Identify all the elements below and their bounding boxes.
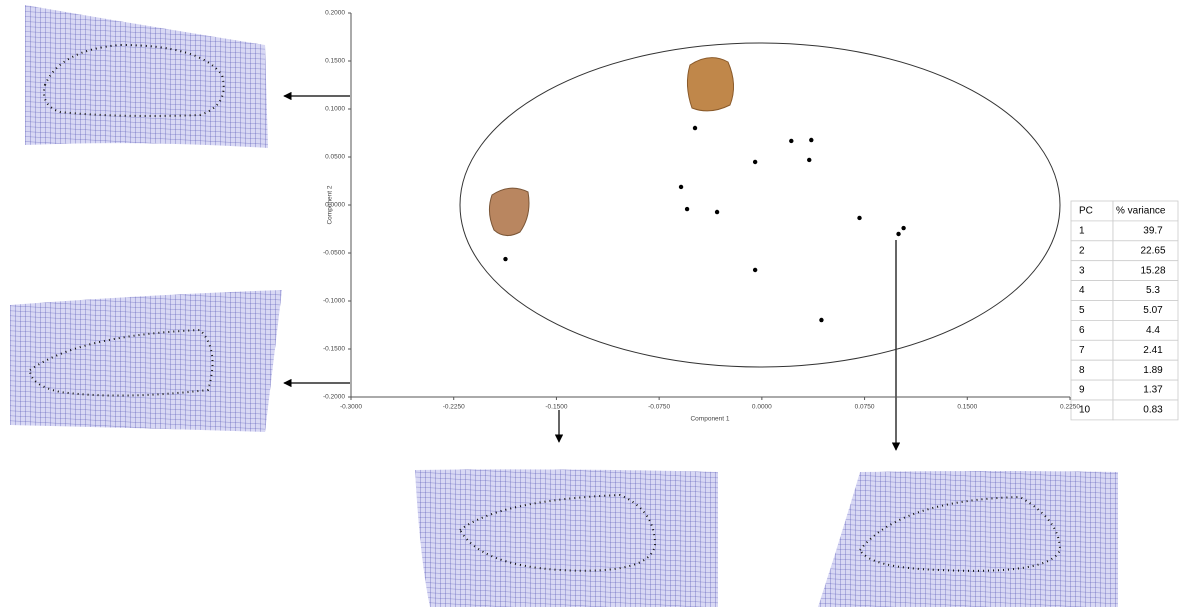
table-value: 22.65 bbox=[1140, 245, 1165, 256]
table-value: 3 bbox=[1079, 265, 1085, 276]
point bbox=[752, 159, 758, 165]
y-axis-label: Component 2 bbox=[327, 185, 334, 224]
specimen-image bbox=[686, 57, 734, 112]
table-value: 2.41 bbox=[1143, 345, 1163, 356]
x-tick-label: 0.0000 bbox=[752, 404, 772, 411]
table-value: 0.83 bbox=[1143, 405, 1163, 416]
table-cell bbox=[1070, 260, 1114, 282]
table-header: % variance bbox=[1116, 206, 1166, 217]
table-cell bbox=[1070, 339, 1114, 361]
variance-table: PC % variance 1 39.7 2 22.65 3 15.28 4 5.3 5 5.07 6 4… bbox=[1070, 200, 1179, 421]
table-value: 39.7 bbox=[1143, 225, 1163, 236]
table-cell bbox=[1070, 220, 1114, 242]
specimen-image bbox=[488, 187, 530, 236]
point bbox=[503, 256, 508, 262]
point bbox=[857, 215, 862, 221]
table-value: 2 bbox=[1079, 245, 1085, 256]
point bbox=[819, 317, 824, 323]
y-tick-label: 0.1500 bbox=[325, 58, 345, 65]
table-value: 15.28 bbox=[1140, 265, 1165, 276]
point bbox=[809, 137, 814, 143]
table-value: 6 bbox=[1079, 325, 1085, 336]
y-tick-label: 0.0000 bbox=[325, 202, 345, 209]
table-value: 5 bbox=[1079, 305, 1085, 316]
point bbox=[678, 184, 684, 190]
y-tick-label: 0.1000 bbox=[325, 106, 345, 113]
table-cell bbox=[1070, 240, 1114, 262]
deformation-grid bbox=[25, 5, 268, 148]
table-value: 5.3 bbox=[1146, 285, 1160, 296]
table-value: 1.37 bbox=[1143, 385, 1163, 396]
table-header: PC bbox=[1079, 206, 1093, 217]
y-tick-label: -0.1000 bbox=[323, 298, 345, 305]
x-tick-label: -0.0750 bbox=[648, 404, 670, 411]
y-tick-label: -0.2000 bbox=[323, 394, 345, 401]
table-value: 10 bbox=[1079, 405, 1091, 416]
point bbox=[896, 231, 901, 237]
arrows bbox=[283, 91, 901, 451]
point bbox=[752, 267, 758, 273]
point bbox=[692, 125, 698, 131]
x-tick-label: -0.1500 bbox=[545, 404, 567, 411]
point bbox=[789, 138, 794, 144]
table-cell bbox=[1070, 319, 1114, 341]
table-cell bbox=[1070, 379, 1114, 401]
x-tick-label: 0.0750 bbox=[855, 404, 875, 411]
x-tick-label: 0.2250 bbox=[1060, 404, 1080, 411]
table-value: 7 bbox=[1079, 345, 1085, 356]
table-cell bbox=[1070, 300, 1114, 321]
table-value: 4.4 bbox=[1146, 325, 1160, 336]
point bbox=[807, 157, 812, 163]
x-tick-label: 0.1500 bbox=[957, 404, 977, 411]
table-value: 9 bbox=[1079, 385, 1085, 396]
point bbox=[901, 225, 906, 231]
x-axis-label: Component 1 bbox=[690, 416, 729, 423]
table-value: 4 bbox=[1079, 285, 1085, 296]
x-tick-label: -0.3000 bbox=[340, 404, 362, 411]
deformation-grid bbox=[415, 469, 718, 607]
point bbox=[684, 206, 690, 212]
table-cell bbox=[1112, 399, 1179, 421]
table-value: 8 bbox=[1079, 365, 1085, 376]
deformation-grid bbox=[10, 290, 282, 432]
ellipse bbox=[459, 42, 1061, 368]
deformation-grid bbox=[818, 471, 1118, 607]
table-value: 1 bbox=[1079, 225, 1085, 236]
table-cell bbox=[1070, 280, 1114, 301]
y-tick-label: -0.1500 bbox=[323, 346, 345, 353]
y-tick-label: 0.0500 bbox=[325, 154, 345, 161]
x-tick-label: -0.2250 bbox=[443, 404, 465, 411]
y-tick-label: 0.2000 bbox=[325, 10, 345, 17]
table-value: 5.07 bbox=[1143, 305, 1163, 316]
table-value: 1.89 bbox=[1143, 365, 1163, 376]
point bbox=[714, 209, 720, 215]
table-cell bbox=[1070, 359, 1114, 381]
y-tick-label: -0.0500 bbox=[323, 250, 345, 257]
